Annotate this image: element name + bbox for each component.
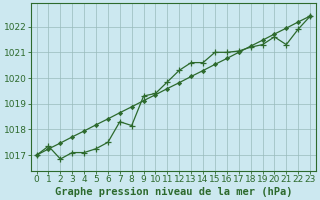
X-axis label: Graphe pression niveau de la mer (hPa): Graphe pression niveau de la mer (hPa) [55,186,292,197]
